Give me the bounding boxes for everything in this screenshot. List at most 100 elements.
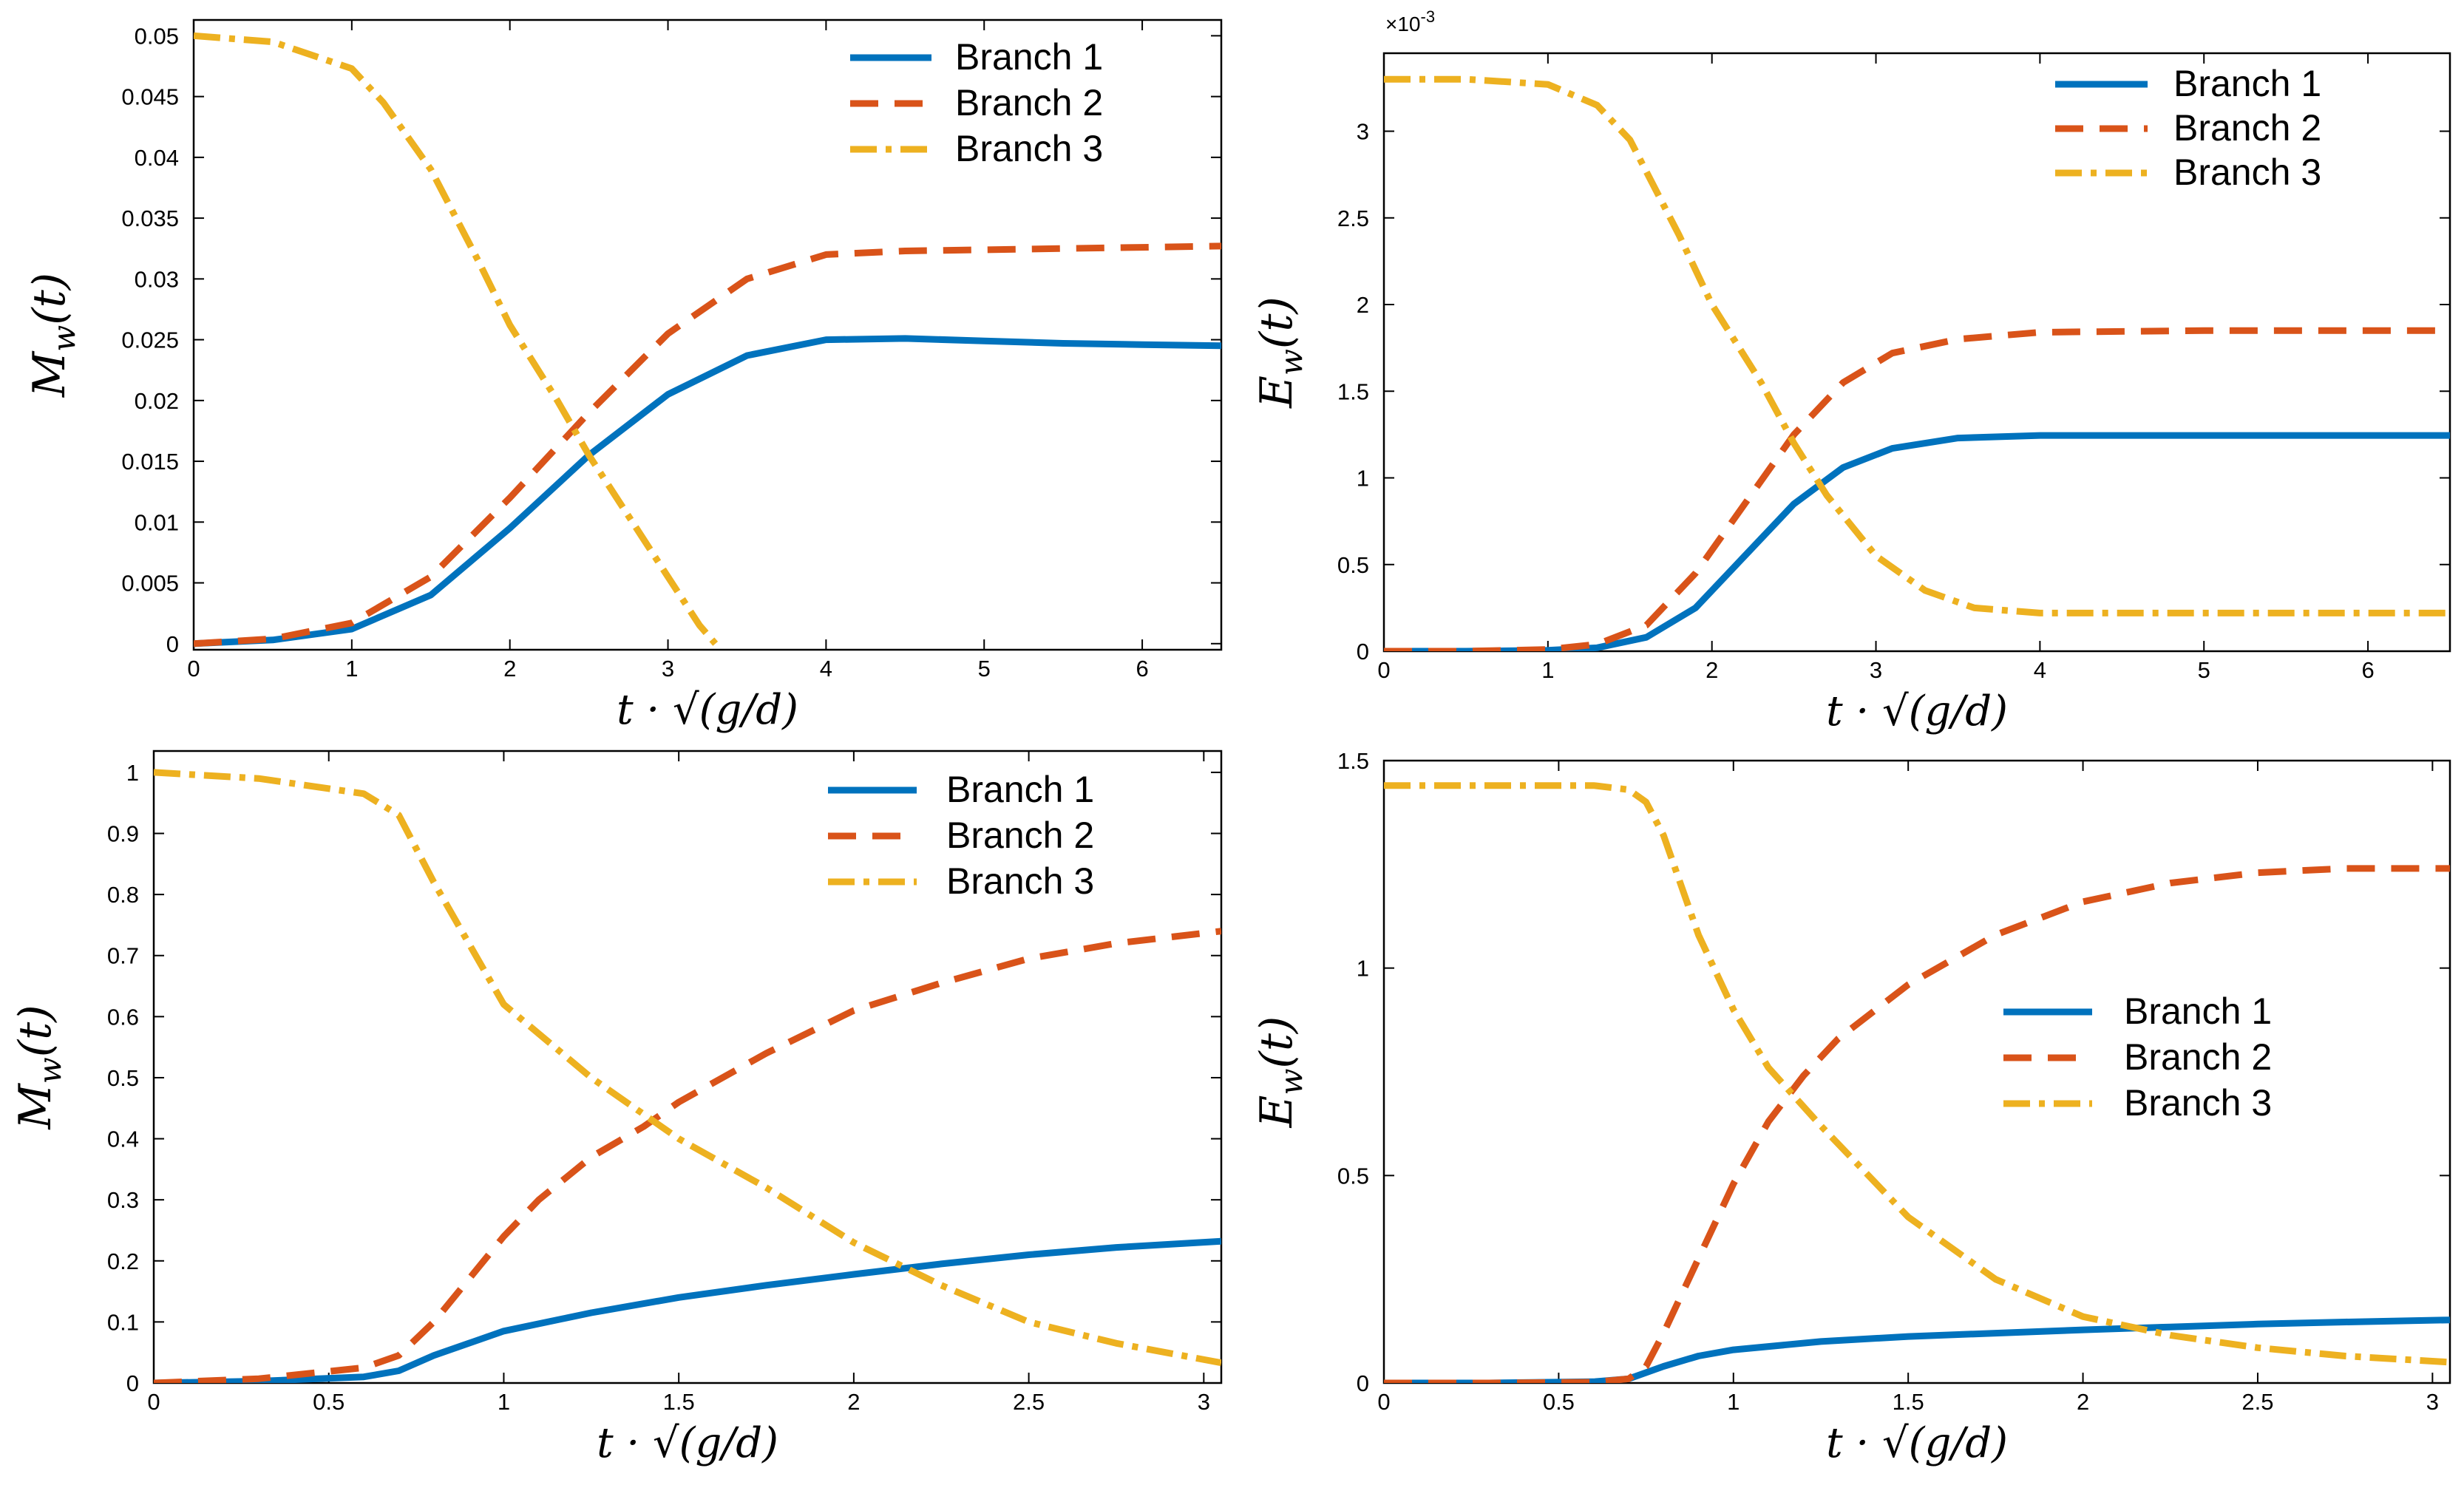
- legend-label-branch-3: Branch 3: [955, 128, 1103, 169]
- series-line-branch-1: [154, 1237, 1221, 1383]
- y-tick-label: 0.04: [135, 145, 179, 171]
- series-line-branch-3: [1384, 75, 2450, 616]
- plot-area-frame: [152, 750, 1223, 1384]
- x-tick-label: 2.5: [2241, 1389, 2273, 1415]
- y-tick-label: 0: [1357, 1370, 1369, 1396]
- legend-label-branch-3: Branch 3: [946, 860, 1094, 902]
- x-axis-label: t · √(g/d): [617, 686, 798, 734]
- y-tick-label: 0.8: [107, 882, 139, 908]
- legend-label-branch-1: Branch 1: [955, 36, 1103, 78]
- legend-label-branch-3: Branch 3: [2173, 152, 2321, 193]
- x-tick-label: 0: [1377, 657, 1390, 683]
- legend-label-branch-2: Branch 2: [2124, 1036, 2272, 1078]
- x-tick-label: 2: [503, 656, 516, 682]
- x-tick-label: 0: [147, 1389, 160, 1415]
- y-tick-label: 0.035: [121, 205, 179, 231]
- x-tick-label: 1: [498, 1389, 510, 1415]
- y-tick-label: 0.2: [107, 1248, 139, 1274]
- y-tick-label: 0.01: [135, 509, 179, 535]
- x-tick-label: 1.5: [1893, 1389, 1924, 1415]
- legend-label-branch-2: Branch 2: [955, 82, 1103, 123]
- x-tick-label: 5: [978, 656, 991, 682]
- chart-panel-bottom-left: 0 0.5 1 1.5 2 2.5 3 0 0.1 0.2 0.3 0.4 0.5 0.6 0.7 0.8 0.…: [10, 750, 1223, 1467]
- y-tick-label: 0.6: [107, 1004, 139, 1030]
- y-tick-label: 1.5: [1337, 378, 1369, 404]
- x-tick-label: 4: [2034, 657, 2046, 683]
- x-tick-label: 3: [662, 656, 674, 682]
- y-tick-label: 1: [1357, 956, 1369, 982]
- legend-label-branch-1: Branch 1: [946, 769, 1094, 810]
- series-line-branch-1: [1384, 1316, 2450, 1383]
- y-tick-label: 0.045: [121, 84, 179, 110]
- x-axis-label: t · √(g/d): [1826, 1419, 2008, 1467]
- y-tick-label: 2.5: [1337, 205, 1369, 231]
- legend-label-branch-2: Branch 2: [946, 815, 1094, 856]
- y-tick-label: 1: [126, 760, 139, 786]
- x-tick-label: 5: [2198, 657, 2210, 683]
- plot-area-frame: [192, 18, 1223, 651]
- series-line-branch-3: [1384, 782, 2450, 1366]
- y-tick-label: 0.4: [107, 1126, 139, 1152]
- x-tick-label: 6: [2361, 657, 2374, 683]
- y-tick-label: 0: [166, 631, 179, 657]
- x-axis-label: t · √(g/d): [597, 1419, 778, 1467]
- y-tick-label: 0.5: [107, 1065, 139, 1091]
- x-tick-label: 2: [1706, 657, 1718, 683]
- x-tick-label: 6: [1136, 656, 1148, 682]
- y-tick-label: 0.5: [1337, 1163, 1369, 1189]
- y-tick-label: 0.7: [107, 943, 139, 969]
- x-tick-label: 2: [847, 1389, 860, 1415]
- series-line-branch-1: [1384, 432, 2450, 651]
- y-tick-label: 0.015: [121, 449, 179, 475]
- series-line-branch-2: [1384, 327, 2450, 651]
- legend-label-branch-3: Branch 3: [2124, 1082, 2272, 1124]
- series-line-branch-3: [154, 769, 1221, 1367]
- chart-panel-top-left: 0 1 2 3 4 5 6 0 0.005 0.01 0.015 0.02 0.025 0.03 0.035…: [24, 18, 1223, 734]
- y-tick-label: 1.5: [1337, 748, 1369, 774]
- y-axis-label: Ew(t): [1251, 296, 1309, 409]
- y-tick-label: 1: [1357, 466, 1369, 492]
- plot-area-frame: [1382, 52, 2451, 653]
- x-tick-label: 3: [1198, 1389, 1210, 1415]
- y-tick-label: 0.05: [135, 23, 179, 49]
- legend-label-branch-1: Branch 1: [2124, 990, 2272, 1032]
- y-tick-label: 0: [126, 1370, 139, 1396]
- series-line-branch-1: [194, 335, 1221, 648]
- x-tick-label: 0: [187, 656, 200, 682]
- y-tick-label: 0.5: [1337, 552, 1369, 578]
- series-line-branch-2: [1384, 865, 2450, 1383]
- y-tick-label: 0.1: [107, 1309, 139, 1335]
- x-tick-label: 0: [1377, 1389, 1390, 1415]
- y-tick-label: 0.9: [107, 821, 139, 847]
- x-tick-label: 2.5: [1013, 1389, 1045, 1415]
- x-tick-label: 1: [1541, 657, 1554, 683]
- legend-label-branch-2: Branch 2: [2173, 107, 2321, 149]
- x-tick-label: 2: [2077, 1389, 2089, 1415]
- x-tick-label: 4: [820, 656, 832, 682]
- series-line-branch-2: [154, 928, 1221, 1383]
- legend-label-branch-1: Branch 1: [2173, 63, 2321, 104]
- y-tick-label: 0.02: [135, 388, 179, 414]
- y-axis-label: Mw(t): [24, 273, 82, 398]
- y-tick-label: 3: [1357, 119, 1369, 145]
- y-tick-label: 0.025: [121, 327, 179, 353]
- x-tick-label: 1: [1727, 1389, 1740, 1415]
- x-tick-label: 0.5: [1543, 1389, 1575, 1415]
- y-tick-label: 0.03: [135, 266, 179, 292]
- y-tick-label: 0.005: [121, 571, 179, 597]
- y-axis-label: Mw(t): [10, 1005, 68, 1129]
- y-tick-label: 0: [1357, 639, 1369, 665]
- x-tick-label: 1.5: [663, 1389, 695, 1415]
- plot-area-frame: [1382, 759, 2451, 1384]
- x-tick-label: 3: [2426, 1389, 2439, 1415]
- x-tick-label: 1: [345, 656, 358, 682]
- series-line-branch-2: [194, 242, 1221, 648]
- x-tick-label: 0.5: [313, 1389, 345, 1415]
- y-axis-label: Ew(t): [1251, 1016, 1309, 1129]
- x-axis-label: t · √(g/d): [1826, 687, 2008, 735]
- y-tick-label: 0.3: [107, 1187, 139, 1213]
- x-tick-label: 3: [1870, 657, 1882, 683]
